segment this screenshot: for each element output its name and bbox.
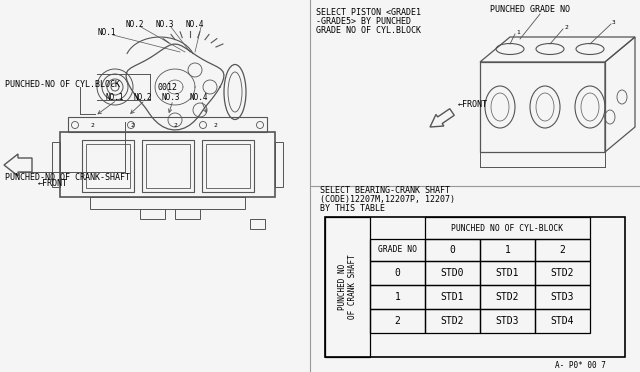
Text: STD1: STD1 [496, 268, 519, 278]
Text: 2: 2 [130, 122, 134, 128]
Bar [81, 140, 134, 192]
Bar [425, 285, 480, 309]
Bar [480, 261, 535, 285]
Text: PUNCHED NO
OF CRANK SHAFT: PUNCHED NO OF CRANK SHAFT [338, 254, 357, 320]
Text: -GRADE5> BY PUNCHED: -GRADE5> BY PUNCHED [316, 16, 411, 26]
Text: NO.2: NO.2 [125, 19, 143, 29]
Bar [370, 309, 425, 333]
Text: NO.1: NO.1 [97, 28, 115, 36]
Bar [425, 309, 480, 333]
Text: (CODE)12207M,12207P, 12207): (CODE)12207M,12207P, 12207) [320, 195, 455, 203]
Text: ←FRONT: ←FRONT [458, 99, 488, 109]
Text: 0: 0 [395, 268, 401, 278]
Text: STD0: STD0 [441, 268, 464, 278]
Bar [480, 239, 535, 261]
Text: PUNCHED GRADE NO: PUNCHED GRADE NO [490, 4, 570, 13]
Text: STD1: STD1 [441, 292, 464, 302]
Bar [86, 144, 129, 188]
Bar [480, 309, 535, 333]
Bar [140, 209, 165, 219]
Bar [325, 217, 625, 357]
Bar [205, 144, 250, 188]
Bar [141, 140, 193, 192]
Bar [90, 197, 245, 209]
Text: STD2: STD2 [551, 268, 574, 278]
Bar [480, 285, 535, 309]
Text: PUNCHED NO OF CYL-BLOCK: PUNCHED NO OF CYL-BLOCK [451, 224, 564, 232]
Text: 2: 2 [564, 25, 568, 29]
Bar [275, 142, 283, 187]
Text: 1: 1 [516, 29, 520, 35]
Text: PUNCHED-NO OF CYL.BLOCK: PUNCHED-NO OF CYL.BLOCK [5, 80, 120, 89]
Text: SELECT PISTON <GRADE1: SELECT PISTON <GRADE1 [316, 7, 421, 16]
Text: 2: 2 [173, 122, 177, 128]
Text: PUNCHED-NO OF CRANK-SHAFT: PUNCHED-NO OF CRANK-SHAFT [5, 173, 130, 182]
Text: BY THIS TABLE: BY THIS TABLE [320, 203, 385, 212]
Text: SELECT BEARING-CRANK SHAFT: SELECT BEARING-CRANK SHAFT [320, 186, 450, 195]
Text: NO.4: NO.4 [189, 93, 207, 102]
Text: 1: 1 [395, 292, 401, 302]
Text: STD2: STD2 [496, 292, 519, 302]
Text: STD4: STD4 [551, 316, 574, 326]
Text: NO.4: NO.4 [185, 19, 204, 29]
Bar [535, 309, 590, 333]
Bar [425, 239, 480, 261]
Bar [535, 239, 590, 261]
Text: 2: 2 [90, 122, 94, 128]
Bar [425, 261, 480, 285]
Text: STD3: STD3 [496, 316, 519, 326]
Bar [145, 144, 189, 188]
Text: 3: 3 [612, 19, 616, 25]
Text: 0012: 0012 [158, 83, 178, 92]
Bar [325, 217, 370, 357]
Text: GRADE NO: GRADE NO [378, 246, 417, 254]
Text: STD2: STD2 [441, 316, 464, 326]
Bar [68, 117, 267, 132]
Bar [370, 239, 425, 261]
Text: 2: 2 [395, 316, 401, 326]
Bar [60, 132, 275, 197]
Bar [535, 285, 590, 309]
Bar [370, 261, 425, 285]
Bar [425, 217, 590, 239]
Bar [370, 285, 425, 309]
Bar [52, 142, 60, 187]
Text: NO.3: NO.3 [155, 19, 173, 29]
Bar [250, 219, 265, 229]
Text: 2: 2 [559, 245, 565, 255]
Text: 2: 2 [213, 122, 217, 128]
Text: ←FRONT: ←FRONT [38, 179, 68, 187]
Bar [535, 261, 590, 285]
Text: 0: 0 [449, 245, 456, 255]
Text: A- P0* 00 7: A- P0* 00 7 [555, 360, 605, 369]
Text: GRADE NO OF CYL.BLOCK: GRADE NO OF CYL.BLOCK [316, 26, 421, 35]
Text: STD3: STD3 [551, 292, 574, 302]
Text: NO.1: NO.1 [105, 93, 124, 102]
Bar [175, 209, 200, 219]
Text: NO.3: NO.3 [161, 93, 179, 102]
Bar [202, 140, 253, 192]
Text: NO.2: NO.2 [133, 93, 152, 102]
Text: 1: 1 [504, 245, 511, 255]
